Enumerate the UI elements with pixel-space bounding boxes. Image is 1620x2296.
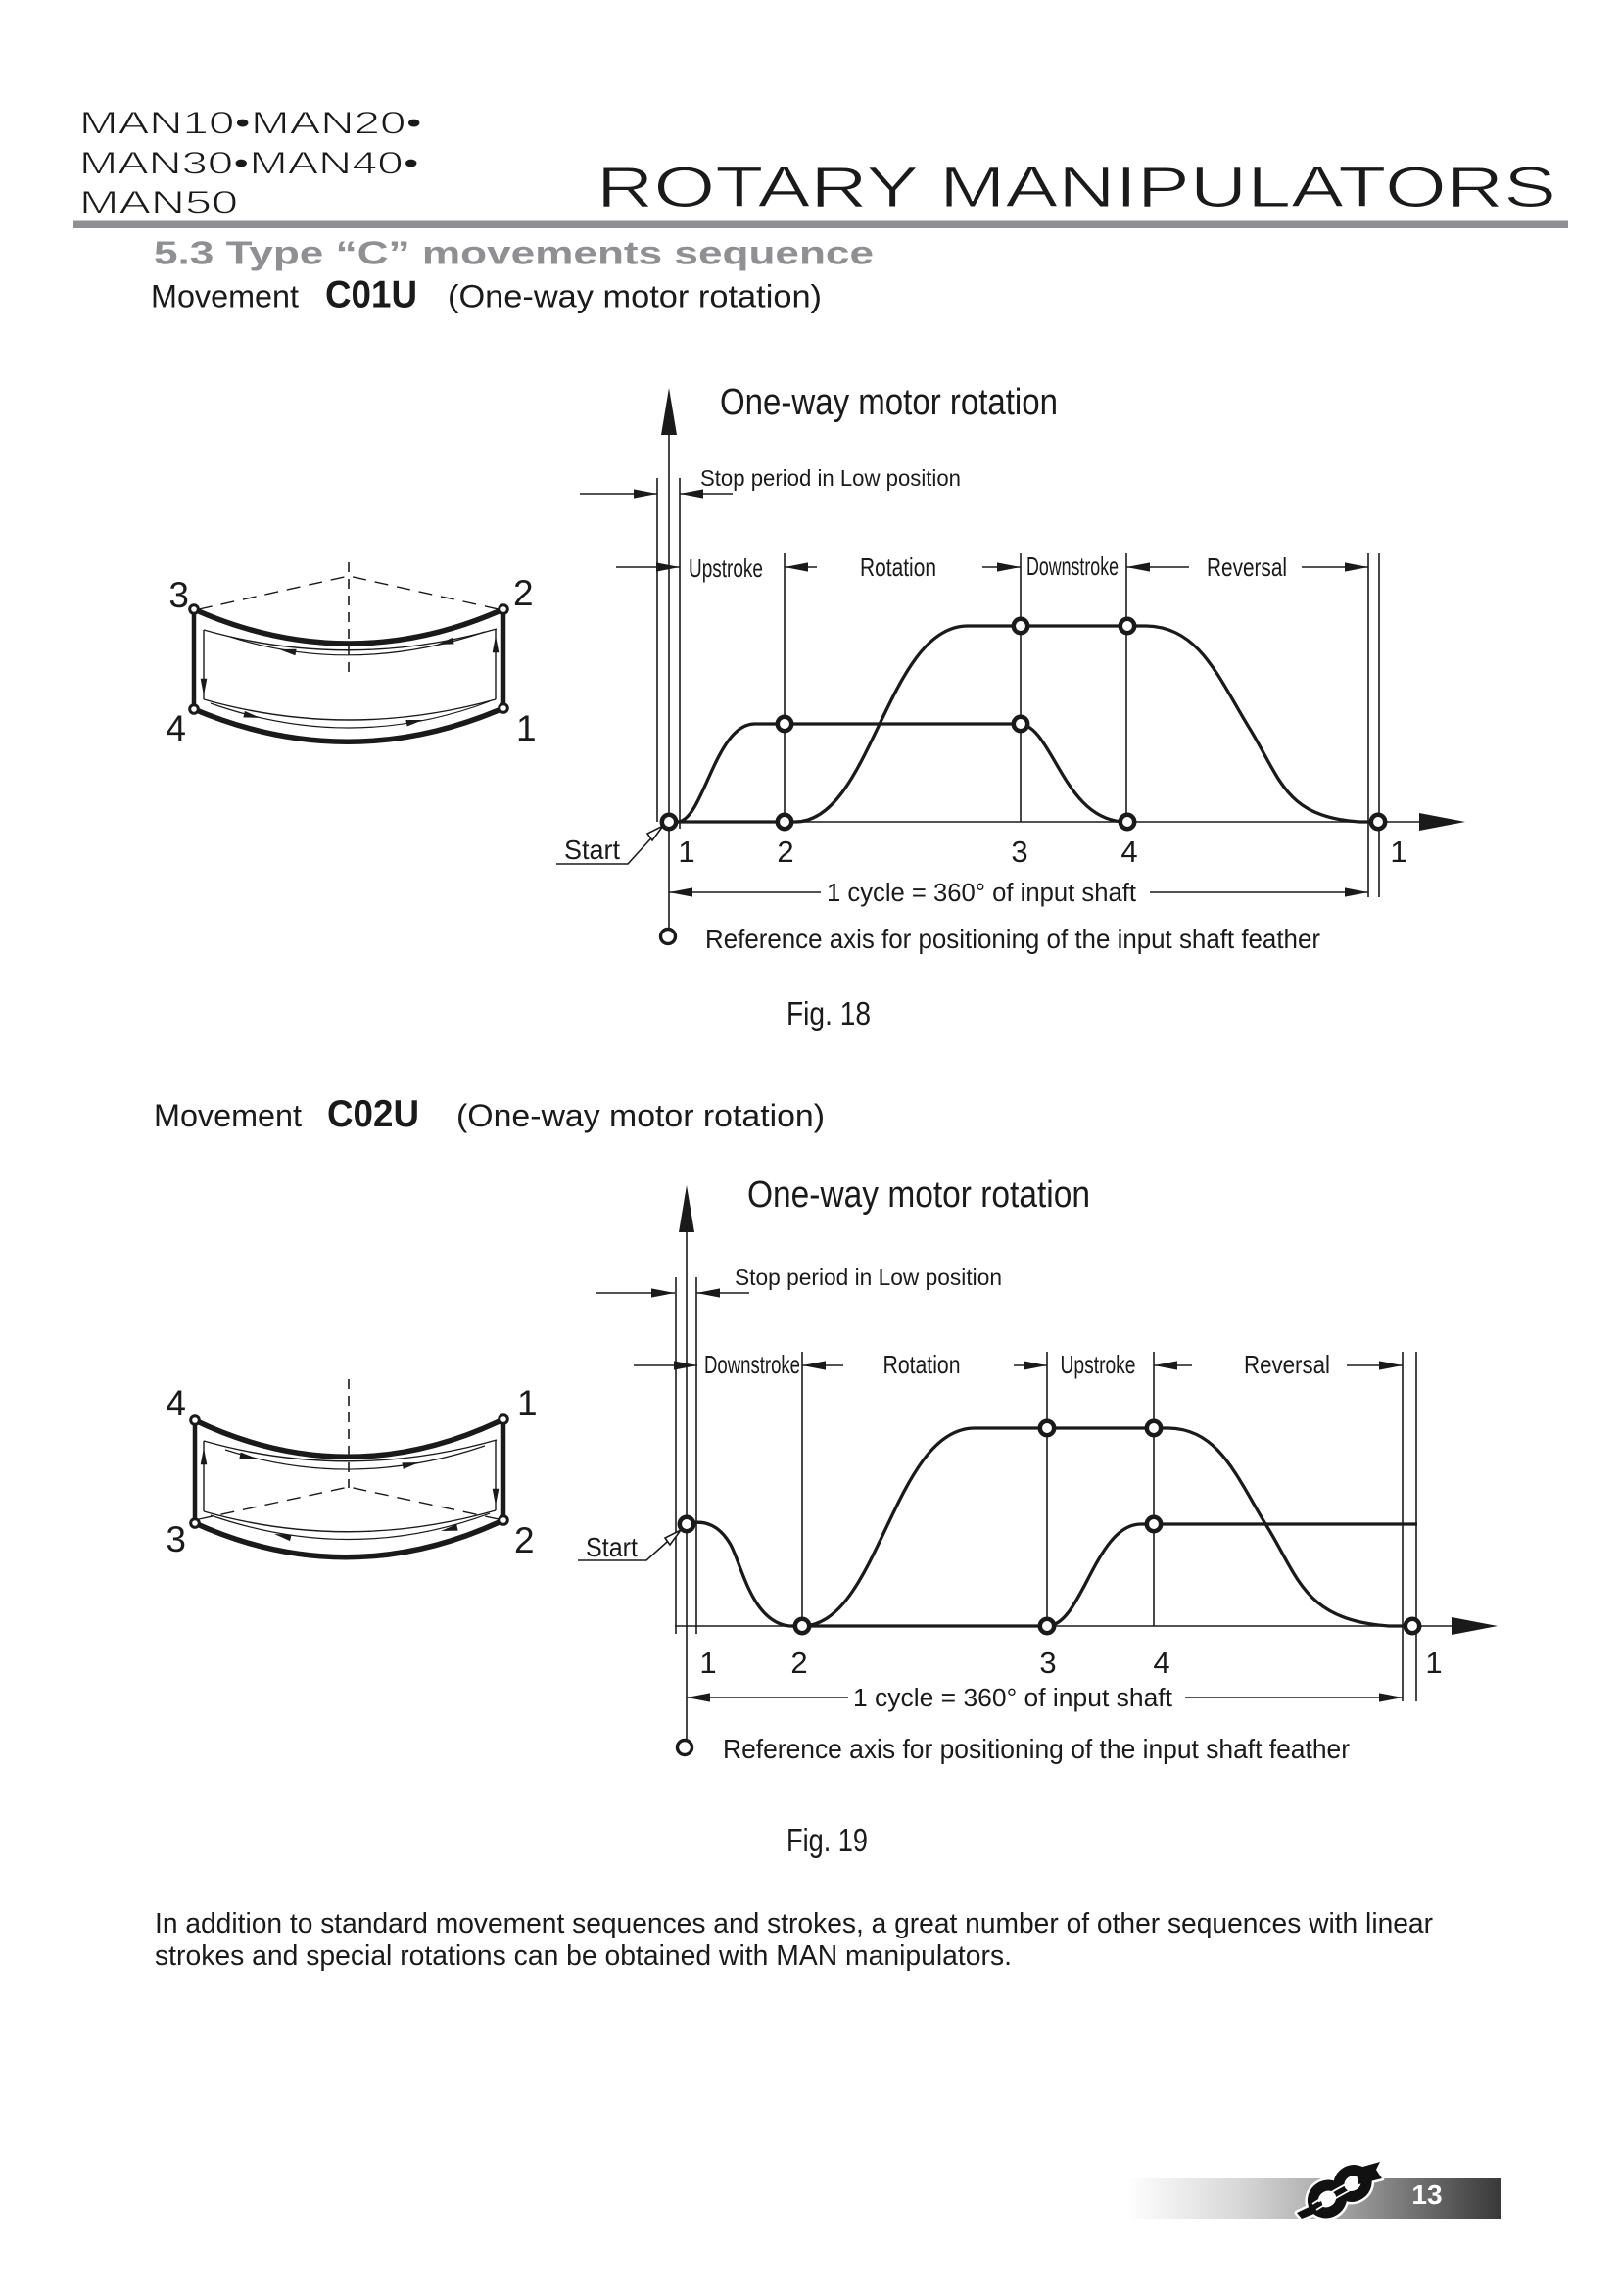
svg-text:Upstroke: Upstroke	[689, 553, 763, 583]
svg-text:4: 4	[1120, 835, 1137, 869]
svg-text:(One-way motor rotation): (One-way motor rotation)	[456, 1098, 825, 1133]
svg-text:2: 2	[514, 1520, 535, 1560]
svg-text:One-way motor rotation: One-way motor rotation	[720, 382, 1058, 423]
svg-text:(One-way motor rotation): (One-way motor rotation)	[448, 278, 822, 313]
svg-text:1 cycle = 360° of input shaft: 1 cycle = 360° of input shaft	[827, 880, 1136, 907]
svg-text:1: 1	[699, 1646, 716, 1680]
svg-text:Start: Start	[586, 1532, 638, 1562]
svg-text:1: 1	[1425, 1646, 1442, 1680]
svg-text:2: 2	[777, 835, 793, 869]
svg-text:1: 1	[516, 708, 537, 748]
svg-text:2: 2	[513, 573, 534, 613]
svg-text:Start: Start	[564, 835, 620, 865]
svg-text:Downstroke: Downstroke	[704, 1350, 800, 1379]
svg-text:4: 4	[166, 708, 186, 748]
svg-text:Movement: Movement	[154, 1098, 302, 1133]
svg-text:13: 13	[1411, 2179, 1442, 2210]
svg-text:2: 2	[790, 1646, 807, 1680]
svg-text:4: 4	[166, 1383, 186, 1423]
svg-text:Fig. 18: Fig. 18	[786, 995, 871, 1031]
svg-text:1 cycle = 360° of input shaft: 1 cycle = 360° of input shaft	[853, 1685, 1172, 1712]
svg-text:Rotation: Rotation	[883, 1350, 961, 1379]
svg-text:1: 1	[678, 835, 694, 869]
svg-text:Stop period in Low position: Stop period in Low position	[700, 465, 961, 491]
svg-text:Reference axis for positioning: Reference axis for positioning of the in…	[723, 1734, 1350, 1764]
svg-text:1: 1	[1390, 835, 1406, 869]
svg-text:strokes and special rotations: strokes and special rotations can be obt…	[155, 1940, 1012, 1972]
svg-text:Reversal: Reversal	[1244, 1350, 1330, 1379]
svg-text:C02U: C02U	[327, 1093, 419, 1135]
svg-text:3: 3	[1011, 835, 1027, 869]
svg-text:Stop period in Low position: Stop period in Low position	[735, 1265, 1002, 1290]
svg-text:Upstroke: Upstroke	[1061, 1350, 1136, 1379]
svg-text:4: 4	[1153, 1646, 1169, 1680]
svg-text:3: 3	[1039, 1646, 1056, 1680]
svg-text:3: 3	[166, 1519, 186, 1559]
svg-text:5.3 Type “C” movements sequen: 5.3 Type “C” movements sequence	[154, 235, 874, 271]
svg-text:In addition to standard moveme: In addition to standard movement sequenc…	[155, 1908, 1433, 1939]
svg-text:C01U: C01U	[325, 273, 417, 315]
svg-text:MAN10•MAN20•: MAN10•MAN20•	[79, 106, 422, 141]
svg-text:3: 3	[168, 575, 189, 615]
svg-text:Fig. 19: Fig. 19	[786, 1822, 868, 1858]
svg-text:ROTARY MANIPULATORS: ROTARY MANIPULATORS	[596, 156, 1556, 219]
svg-text:One-way motor rotation: One-way motor rotation	[747, 1174, 1090, 1216]
svg-text:Movement: Movement	[151, 278, 299, 313]
svg-text:Rotation: Rotation	[860, 552, 936, 582]
svg-text:MAN30•MAN40•: MAN30•MAN40•	[79, 146, 419, 181]
svg-text:Downstroke: Downstroke	[1026, 551, 1119, 581]
svg-text:MAN50: MAN50	[79, 185, 238, 220]
svg-text:1: 1	[517, 1383, 538, 1423]
svg-text:Reversal: Reversal	[1207, 552, 1287, 582]
svg-text:Reference axis for positioning: Reference axis for positioning of the in…	[705, 924, 1320, 954]
